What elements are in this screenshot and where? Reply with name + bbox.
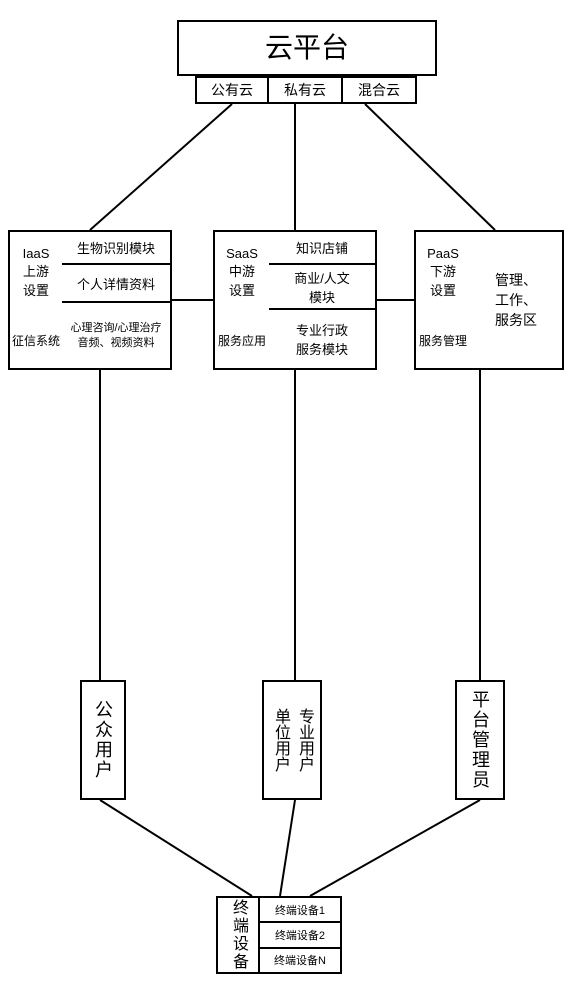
saas-heading: SaaS 中游 设置 (215, 232, 269, 312)
user-admin-label: 平台管理员 (467, 690, 493, 790)
saas-sublabel: 服务应用 (215, 312, 269, 368)
cloud-sub-public: 公有云 (195, 76, 269, 104)
saas-left: SaaS 中游 设置 服务应用 (213, 230, 271, 370)
user-pro-label: 专业用户 单位用户 (268, 708, 316, 772)
user-public-label: 公众用户 (90, 700, 116, 780)
iaas-item-1: 个人详情资料 (62, 265, 172, 303)
saas-item-0: 知识店铺 (269, 230, 377, 265)
saas-item-1: 商业/人文 模块 (269, 265, 377, 310)
saas-items: 知识店铺 商业/人文 模块 专业行政 服务模块 (269, 230, 377, 370)
paas-right: 管理、 工作、 服务区 (470, 230, 564, 370)
terminal-title: 终端设备 (216, 896, 260, 974)
iaas-items: 生物识别模块 个人详情资料 心理咨询/心理治疗 音频、视频资料 (62, 230, 172, 370)
terminal-item-1: 终端设备2 (260, 923, 342, 948)
user-public: 公众用户 (80, 680, 126, 800)
saas-item-2: 专业行政 服务模块 (269, 310, 377, 370)
iaas-heading: IaaS 上游 设置 (10, 232, 62, 312)
terminal-node: 终端设备 终端设备1 终端设备2 终端设备N (216, 896, 342, 974)
paas-heading: PaaS 下游 设置 (416, 232, 470, 312)
user-professional: 专业用户 单位用户 (262, 680, 322, 800)
cloud-subtypes: 公有云 私有云 混合云 (195, 76, 417, 104)
iaas-left: IaaS 上游 设置 征信系统 (8, 230, 64, 370)
paas-sublabel: 服务管理 (416, 312, 470, 368)
user-admin: 平台管理员 (455, 680, 505, 800)
terminal-item-0: 终端设备1 (260, 896, 342, 923)
iaas-item-0: 生物识别模块 (62, 230, 172, 265)
cloud-platform-title: 云平台 (177, 20, 437, 76)
connector-layer (0, 0, 574, 1000)
iaas-sublabel: 征信系统 (10, 312, 62, 368)
paas-left: PaaS 下游 设置 服务管理 (414, 230, 472, 370)
cloud-sub-hybrid: 混合云 (343, 76, 417, 104)
terminal-item-2: 终端设备N (260, 949, 342, 974)
terminal-items: 终端设备1 终端设备2 终端设备N (260, 896, 342, 974)
cloud-title-text: 云平台 (265, 31, 349, 65)
terminal-title-text: 终端设备 (226, 899, 250, 971)
iaas-item-2: 心理咨询/心理治疗 音频、视频资料 (62, 303, 172, 370)
cloud-sub-private: 私有云 (269, 76, 343, 104)
